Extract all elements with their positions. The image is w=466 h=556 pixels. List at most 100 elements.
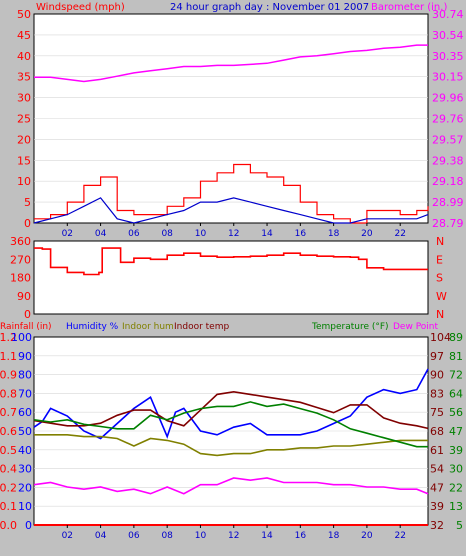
climate-series bbox=[33, 368, 429, 526]
windspeed-axis: 0 5 10 15 20 25 30 35 40 45 50 bbox=[17, 8, 31, 230]
indoor-temp-tick-label: 90 bbox=[430, 369, 444, 382]
indoor-humidity-label: Indoor hum bbox=[122, 322, 174, 332]
windspeed-tick-label: 40 bbox=[17, 50, 31, 63]
climate-time-label: 08 bbox=[161, 531, 173, 541]
indoor-temp-tick-label: 83 bbox=[430, 387, 444, 400]
indoor-temp-tick-label: 47 bbox=[430, 481, 444, 494]
temperature-tick-label: 64 bbox=[449, 387, 463, 400]
humidity-tick-label: 50 bbox=[18, 425, 32, 438]
rainfall-tick-label: 1.2 bbox=[0, 331, 17, 344]
wind-time-label: 04 bbox=[95, 229, 107, 239]
climate-axes: 0.0 0.1 0.2 0.4 0.5 0.6 0.7 0.8 0.9 1.1 1.2 0 10 20 30… bbox=[0, 331, 463, 532]
climate-time-label: 12 bbox=[228, 531, 239, 541]
climate-time-label: 02 bbox=[62, 531, 73, 541]
compass-tick-label: N bbox=[436, 235, 444, 248]
compass-tick-label: N bbox=[436, 308, 444, 321]
temperature-tick-label: 89 bbox=[449, 331, 463, 344]
barometer-tick-label: 30.35 bbox=[432, 50, 464, 63]
humidity-tick-label: 0 bbox=[25, 519, 32, 532]
humidity-tick-label: 80 bbox=[18, 369, 32, 382]
barometer-axis: 28.79 28.99 29.18 29.38 29.57 29.76 29.96 30.15… bbox=[432, 8, 464, 230]
rainfall-tick-label: 0.8 bbox=[0, 387, 17, 400]
climate-time-label: 22 bbox=[394, 531, 405, 541]
wind-time-label: 18 bbox=[328, 229, 340, 239]
climate-time-label: 10 bbox=[195, 531, 207, 541]
temperature-label: Temperature (°F) bbox=[311, 322, 389, 332]
barometer-tick-label: 30.15 bbox=[432, 71, 464, 84]
rainfall-tick-label: 0.4 bbox=[0, 463, 17, 476]
windspeed-tick-label: 15 bbox=[17, 154, 31, 167]
climate-time-label: 04 bbox=[95, 531, 107, 541]
windspeed-tick-label: 45 bbox=[17, 29, 31, 42]
wind-time-label: 10 bbox=[195, 229, 207, 239]
compass-tick-label: W bbox=[436, 290, 447, 303]
indoor-temp-tick-label: 75 bbox=[430, 406, 444, 419]
temperature-tick-label: 22 bbox=[449, 481, 463, 494]
barometer-tick-label: 28.79 bbox=[432, 217, 464, 230]
temperature-tick-label: 13 bbox=[449, 500, 463, 513]
humidity-tick-label: 90 bbox=[18, 350, 32, 363]
wind-time-label: 12 bbox=[228, 229, 239, 239]
wind-time-label: 08 bbox=[161, 229, 173, 239]
humidity-tick-label: 20 bbox=[18, 481, 32, 494]
humidity-tick-label: 60 bbox=[18, 406, 32, 419]
wind-average-line bbox=[33, 197, 429, 224]
windspeed-tick-label: 10 bbox=[17, 175, 31, 188]
barometer-tick-label: 29.18 bbox=[432, 175, 464, 188]
windspeed-tick-label: 25 bbox=[17, 113, 31, 126]
humidity-tick-label: 10 bbox=[18, 500, 32, 513]
barometer-tick-label: 30.74 bbox=[432, 8, 464, 21]
indoor-temp-tick-label: 68 bbox=[430, 425, 444, 438]
climate-time-label: 14 bbox=[261, 531, 273, 541]
indoor-temp-tick-label: 32 bbox=[430, 519, 444, 532]
compass-tick-label: S bbox=[436, 272, 443, 285]
indoor-temp-tick-label: 104 bbox=[430, 331, 451, 344]
indoor-temp-line bbox=[33, 390, 429, 430]
indoor-temp-tick-label: 54 bbox=[430, 463, 444, 476]
direction-tick-label: 90 bbox=[17, 290, 31, 303]
wind-time-label: 20 bbox=[361, 229, 373, 239]
indoor-temp-tick-label: 61 bbox=[430, 444, 444, 457]
rainfall-tick-label: 0.6 bbox=[0, 425, 17, 438]
rainfall-tick-label: 0.9 bbox=[0, 369, 17, 382]
humidity-tick-label: 70 bbox=[18, 387, 32, 400]
barometer-tick-label: 29.57 bbox=[432, 133, 464, 146]
climate-time-label: 18 bbox=[328, 531, 340, 541]
barometer-tick-label: 29.38 bbox=[432, 154, 464, 167]
humidity-tick-label: 40 bbox=[18, 444, 32, 457]
temperature-tick-label: 5 bbox=[456, 519, 463, 532]
rainfall-tick-label: 0.1 bbox=[0, 500, 17, 513]
windspeed-label: Windspeed (mph) bbox=[36, 2, 125, 13]
temperature-line bbox=[33, 401, 428, 448]
rainfall-tick-label: 0.7 bbox=[0, 406, 17, 419]
wind-series bbox=[33, 44, 429, 224]
humidity-label: Humidity % bbox=[66, 322, 119, 332]
rainfall-tick-label: 1.1 bbox=[0, 350, 17, 363]
humidity-line bbox=[33, 368, 429, 440]
barometer-tick-label: 29.96 bbox=[432, 92, 464, 105]
temperature-tick-label: 39 bbox=[449, 444, 463, 457]
wind-gridlines bbox=[34, 34, 428, 203]
windspeed-tick-label: 20 bbox=[17, 133, 31, 146]
temperature-tick-label: 47 bbox=[449, 425, 463, 438]
indoor-temp-tick-label: 39 bbox=[430, 500, 444, 513]
rainfall-tick-label: 0.5 bbox=[0, 444, 17, 457]
compass-tick-label: E bbox=[436, 253, 443, 266]
temperature-tick-label: 56 bbox=[449, 406, 463, 419]
windspeed-tick-label: 35 bbox=[17, 71, 31, 84]
rainfall-label: Rainfall (in) bbox=[0, 322, 52, 332]
temperature-tick-label: 81 bbox=[449, 350, 463, 363]
temperature-tick-label: 72 bbox=[449, 369, 463, 382]
direction-tick-label: 0 bbox=[24, 308, 31, 321]
climate-time-label: 06 bbox=[128, 531, 140, 541]
direction-tick-label: 180 bbox=[10, 272, 31, 285]
wind-time-label: 16 bbox=[295, 229, 307, 239]
direction-plot-area bbox=[33, 240, 429, 315]
barometer-tick-label: 30.54 bbox=[432, 29, 464, 42]
windspeed-tick-label: 0 bbox=[24, 217, 31, 230]
indoor-temp-label: Indoor temp bbox=[174, 322, 229, 332]
humidity-tick-label: 30 bbox=[18, 463, 32, 476]
temperature-tick-label: 30 bbox=[449, 463, 463, 476]
